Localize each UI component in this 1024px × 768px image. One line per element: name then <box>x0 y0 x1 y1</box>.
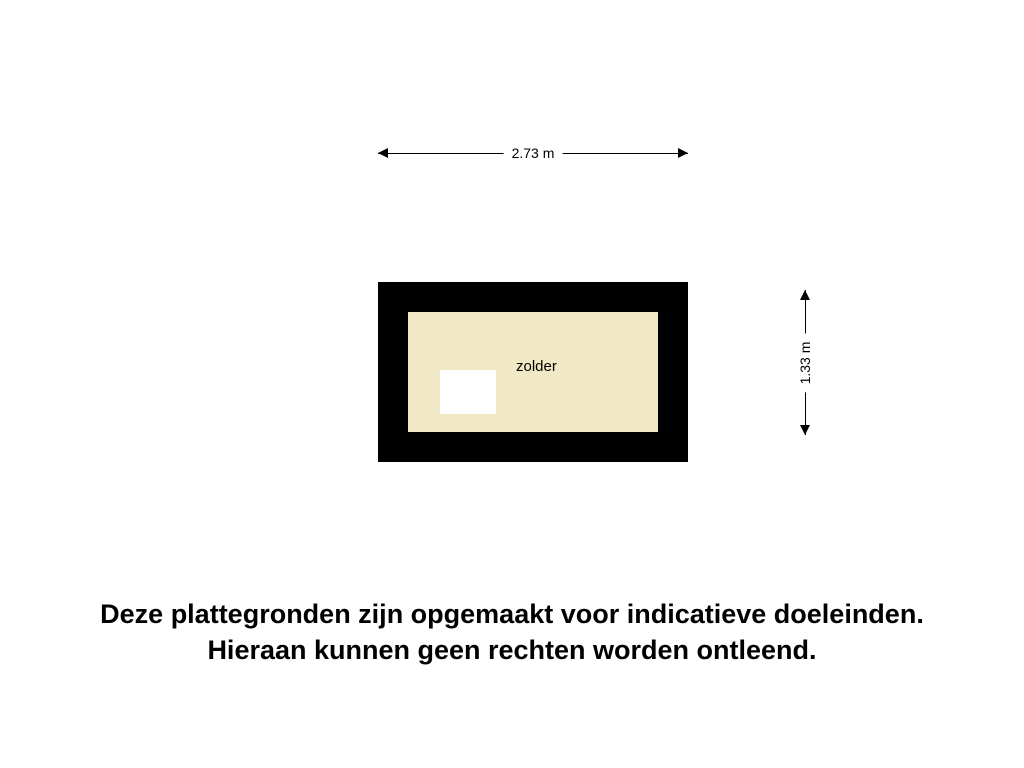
arrow-up-icon <box>800 290 810 300</box>
arrow-down-icon <box>800 425 810 435</box>
arrow-left-icon <box>378 148 388 158</box>
dimension-width-label: 2.73 m <box>504 145 563 161</box>
room-white-patch <box>440 370 496 414</box>
floorplan-stage: zolder 2.73 m 1.33 m Deze plattegronden … <box>0 0 1024 768</box>
caption-line-1: Deze plattegronden zijn opgemaakt voor i… <box>0 596 1024 632</box>
caption: Deze plattegronden zijn opgemaakt voor i… <box>0 596 1024 668</box>
caption-line-2: Hieraan kunnen geen rechten worden ontle… <box>0 632 1024 668</box>
arrow-right-icon <box>678 148 688 158</box>
room-label: zolder <box>516 358 557 375</box>
dimension-height-label: 1.33 m <box>797 333 813 392</box>
